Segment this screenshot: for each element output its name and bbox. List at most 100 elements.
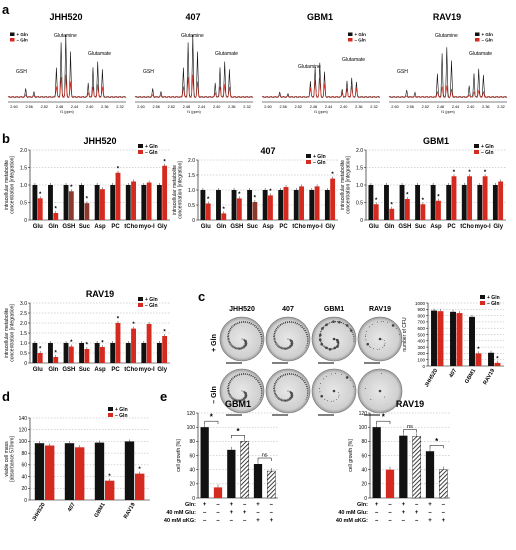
legend-label-plus: + Gln [487, 295, 500, 301]
colony-dot [246, 322, 248, 324]
nmr-spectrum-407: 407 2.60 2.56 2.52 2.48 2.44 2.40 2.36 2.32 f1 (p… [134, 12, 254, 114]
significance-bracket [403, 429, 417, 433]
colony-dot [280, 346, 282, 348]
bar-minus [456, 313, 463, 366]
colony-dot [240, 347, 242, 349]
colony-dot [250, 323, 252, 325]
colony-dot [305, 386, 307, 388]
colony-dot [299, 377, 301, 379]
significance-star: * [422, 198, 425, 204]
nmr-spectrum-RAV19: RAV19 2.60 2.56 2.52 2.48 2.44 2.40 2.36 2.32 f1 … [388, 12, 508, 114]
legend-swatch-plus [138, 297, 143, 301]
nmr-tick-label: 2.60 [10, 105, 17, 109]
colony-dot [332, 348, 334, 350]
significance-star: * [138, 467, 141, 473]
colony-dot [276, 380, 278, 382]
significance-star: * [163, 330, 166, 336]
colony-dot [342, 323, 344, 325]
colony-dot [383, 345, 385, 347]
bar-minus [482, 176, 488, 220]
bar-plus [64, 443, 75, 500]
colony-dot [286, 347, 288, 349]
significance-star: * [55, 207, 58, 213]
colony-dot [290, 393, 292, 395]
treatment-mark: + [270, 518, 274, 524]
x-category-label: GSH [398, 224, 411, 230]
significance-bracket [257, 457, 272, 461]
x-category-label: 407 [448, 368, 458, 379]
colony-dot [229, 331, 230, 333]
treatment-mark: – [415, 518, 419, 524]
y-tick-label: 0 [24, 498, 27, 504]
panel-label-e: e [160, 389, 167, 404]
significance-star: * [101, 341, 104, 347]
colony-dot [294, 374, 296, 376]
x-category-label: Gly [157, 367, 167, 373]
bar-plus [262, 190, 268, 220]
colony-dot [287, 338, 289, 340]
bar-plus [141, 185, 147, 220]
bar-chart-407: 0 0.5 1.0 1.5 2.0 407 intracellular metabolite… [172, 146, 338, 230]
colony-dot [230, 343, 232, 345]
colony-dot [230, 395, 232, 397]
spectrum-line-minus [7, 74, 127, 98]
cell-growth-charts: 0 20 40 60 80 100 120 GBM1 cell growth [%] * * ns Gl… [164, 399, 450, 524]
colony-dot [244, 393, 246, 395]
colony-dot [234, 346, 236, 348]
bar-plus [63, 185, 69, 220]
significance-star: * [70, 340, 73, 346]
nmr-tick-label: 2.56 [152, 105, 159, 109]
colony-dot [279, 398, 281, 399]
colony-dot [290, 374, 292, 375]
colony-dot [292, 342, 293, 344]
x-category-label: Suc [415, 224, 427, 230]
x-category-label: Suc [79, 224, 91, 230]
colony-dot [260, 397, 262, 398]
colony-dot [238, 347, 240, 349]
colony-dot [281, 324, 283, 325]
peak-label: Glutamate [469, 51, 492, 57]
bar-minus [420, 204, 426, 220]
colony-dot [306, 388, 308, 390]
colony-dot [383, 321, 384, 323]
colony-dot [349, 380, 351, 382]
treatment-row-label: Gln: [357, 502, 368, 508]
colony-dot [228, 389, 230, 391]
colony-dot [290, 396, 292, 398]
colony-dot [250, 375, 252, 377]
colony-dot [277, 379, 279, 381]
x-category-label: Asp [94, 367, 106, 373]
colony-dot [244, 395, 246, 397]
colony-dot [288, 398, 290, 400]
peak-label: Glutamate [88, 51, 111, 57]
colony-dot [244, 374, 246, 375]
colony-dot [325, 323, 328, 327]
colony-dot [283, 323, 285, 324]
colony-dot [290, 395, 292, 397]
chart-title: RAV19 [86, 289, 114, 299]
colony-dot [291, 395, 293, 397]
treatment-mark: + [243, 510, 247, 516]
chart-title: 407 [260, 146, 275, 156]
x-category-label: PC [111, 367, 120, 373]
treatment-mark: – [270, 502, 274, 508]
colony-dot [331, 322, 333, 323]
colony-dot [365, 388, 366, 389]
colony-dot [381, 320, 382, 322]
bar-plus [450, 311, 456, 366]
peak-label: Glutamine [298, 64, 321, 70]
y-tick-label: 0.5 [20, 200, 27, 206]
colony-dot [275, 394, 277, 395]
colony-dot [289, 345, 290, 347]
colony-dot [370, 347, 372, 348]
colony-dot [259, 332, 261, 333]
colony-dot [290, 392, 292, 394]
colony-column-label: RAV19 [369, 306, 391, 313]
y-axis-label: intracellular metabolite [340, 160, 346, 210]
colony-dot [291, 343, 293, 345]
bar-minus [100, 347, 105, 363]
bar-plus [324, 190, 330, 220]
bar-minus [105, 480, 115, 500]
nmr-tick-label: 2.56 [25, 105, 32, 109]
colony-dot [286, 399, 288, 401]
